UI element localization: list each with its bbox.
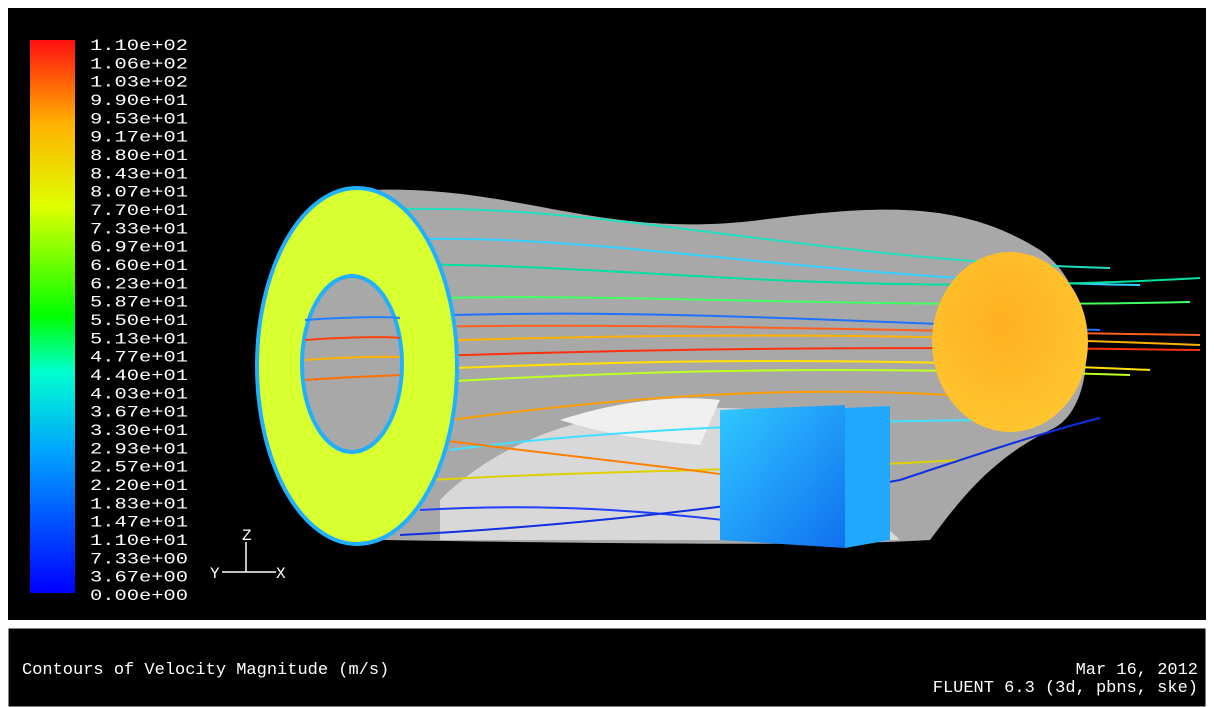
footer-version: FLUENT 6.3 (3d, pbns, ske) — [933, 679, 1198, 698]
color-bar-label: 2.20e+01 — [90, 477, 188, 495]
color-bar-label: 5.50e+01 — [90, 312, 188, 330]
color-bar-label: 1.06e+02 — [90, 55, 188, 73]
color-bar-label: 9.53e+01 — [90, 110, 188, 128]
color-bar-label: 6.23e+01 — [90, 275, 188, 293]
color-bar-label: 1.03e+02 — [90, 74, 188, 92]
color-bar-label: 0.00e+00 — [90, 587, 188, 605]
color-bar-label: 2.93e+01 — [90, 440, 188, 458]
color-bar-label: 4.40e+01 — [90, 367, 188, 385]
color-bar-label: 9.17e+01 — [90, 129, 188, 147]
color-bar-label: 1.83e+01 — [90, 495, 188, 513]
color-bar-label: 6.97e+01 — [90, 239, 188, 257]
color-bar-label: 7.70e+01 — [90, 202, 188, 220]
color-bar-labels: 1.10e+021.06e+021.03e+029.90e+019.53e+01… — [90, 37, 188, 605]
footer-date: Mar 16, 2012 — [1076, 661, 1198, 680]
color-bar-label: 4.77e+01 — [90, 349, 188, 367]
axis-label-x: X — [276, 565, 286, 583]
axis-label-z: Z — [242, 527, 252, 545]
color-bar-label: 7.33e+00 — [90, 550, 188, 568]
color-bar-label: 8.43e+01 — [90, 165, 188, 183]
page: 1.10e+021.06e+021.03e+029.90e+019.53e+01… — [0, 0, 1214, 707]
color-bar-label: 6.60e+01 — [90, 257, 188, 275]
color-bar-label: 3.67e+00 — [90, 569, 188, 587]
color-bar-label: 1.10e+02 — [90, 37, 188, 55]
color-bar-label: 8.80e+01 — [90, 147, 188, 165]
color-bar-label: 5.13e+01 — [90, 330, 188, 348]
color-bar-label: 7.33e+01 — [90, 220, 188, 238]
fluent-window: 1.10e+021.06e+021.03e+029.90e+019.53e+01… — [0, 0, 1214, 707]
color-bar-label: 2.57e+01 — [90, 459, 188, 477]
color-bar-label: 1.10e+01 — [90, 532, 188, 550]
color-bar-label: 3.30e+01 — [90, 422, 188, 440]
color-bar-label: 3.67e+01 — [90, 404, 188, 422]
footer-title: Contours of Velocity Magnitude (m/s) — [22, 661, 389, 680]
color-bar-label: 1.47e+01 — [90, 514, 188, 532]
color-bar-label: 9.90e+01 — [90, 92, 188, 110]
color-bar-label: 4.03e+01 — [90, 385, 188, 403]
color-bar-label: 8.07e+01 — [90, 184, 188, 202]
axis-label-y: Y — [210, 565, 220, 583]
color-bar — [30, 40, 75, 593]
color-bar-label: 5.87e+01 — [90, 294, 188, 312]
